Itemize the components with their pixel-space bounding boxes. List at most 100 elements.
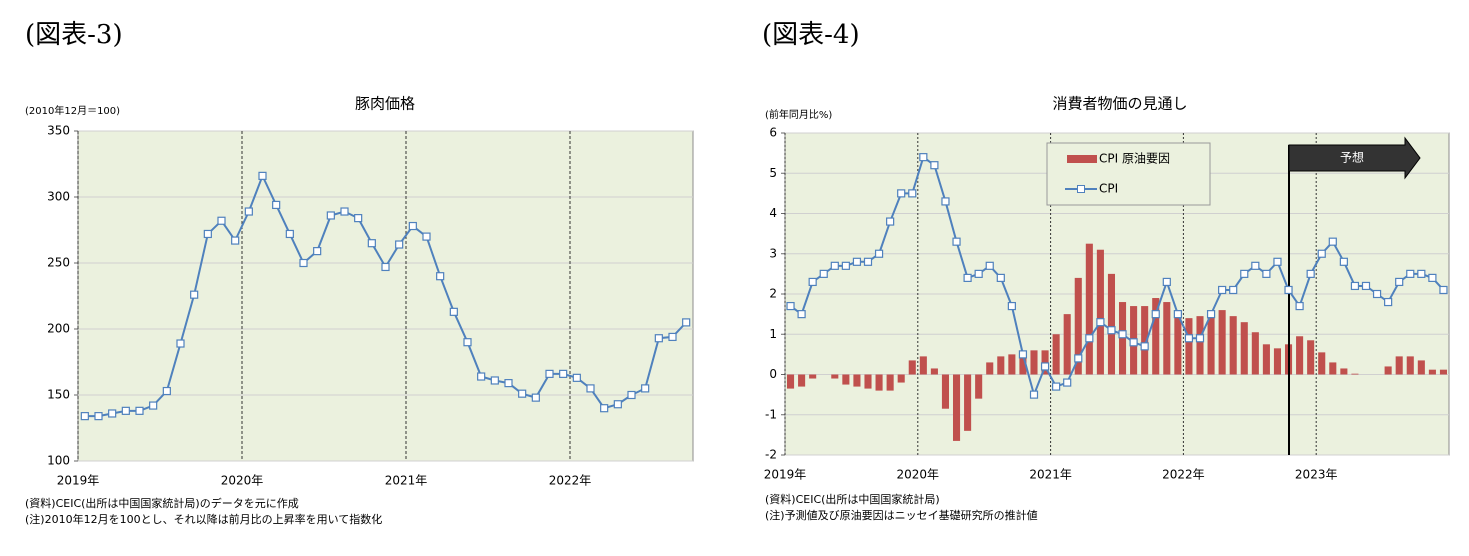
marker: [531, 393, 540, 402]
marker: [1040, 362, 1050, 371]
marker: [613, 400, 622, 409]
marker: [682, 318, 691, 327]
bar: [1074, 277, 1082, 375]
y-tick-label: 250: [47, 256, 70, 270]
marker: [1151, 310, 1160, 319]
forecast-arrow: [1288, 136, 1421, 180]
marker: [408, 221, 417, 231]
marker: [518, 389, 527, 398]
bar: [1262, 344, 1270, 375]
annotation: 予想: [1340, 150, 1364, 165]
marker: [1018, 350, 1028, 359]
marker: [80, 412, 89, 421]
marker: [1395, 277, 1404, 287]
marker: [1129, 338, 1138, 347]
figure-label: (図表-4): [762, 20, 860, 50]
marker: [203, 229, 212, 239]
chart-title: 豚肉価格: [355, 95, 415, 113]
marker: [819, 269, 828, 278]
marker: [285, 229, 294, 239]
marker: [231, 236, 240, 245]
marker: [1306, 269, 1315, 278]
bar: [1406, 356, 1414, 375]
marker: [367, 239, 376, 248]
marker: [952, 237, 961, 246]
x-tick-label: 2019年: [57, 474, 100, 488]
marker: [490, 376, 499, 385]
bar: [1428, 369, 1436, 375]
marker: [600, 404, 609, 413]
marker: [1417, 269, 1426, 278]
bar: [886, 374, 894, 391]
bar: [1340, 368, 1348, 375]
note: (資料)CEIC(出所は中国国家統計局)のデータを元に作成: [25, 496, 299, 510]
marker: [1195, 334, 1205, 343]
marker: [108, 409, 117, 418]
bar: [809, 374, 817, 379]
marker: [1240, 269, 1249, 278]
marker: [572, 373, 581, 382]
marker: [340, 207, 349, 216]
bar: [1439, 369, 1448, 375]
marker: [422, 232, 431, 241]
bar: [831, 374, 839, 379]
marker: [1096, 318, 1105, 327]
note: (注)2010年12月を100とし、それ以降は前月比の上昇率を用いて指数化: [25, 512, 382, 526]
marker: [1361, 281, 1371, 291]
bar: [875, 374, 883, 391]
marker: [1339, 257, 1348, 266]
marker: [908, 189, 917, 198]
bar: [908, 360, 916, 375]
bar: [997, 356, 1005, 375]
bar: [798, 374, 806, 387]
bar: [1417, 360, 1425, 375]
marker: [244, 207, 253, 216]
marker: [1085, 334, 1094, 343]
marker: [1284, 285, 1293, 295]
marker: [886, 217, 895, 226]
marker: [930, 161, 939, 170]
bar: [853, 374, 861, 387]
y-tick-label: 5: [769, 166, 777, 180]
marker: [1107, 326, 1116, 335]
marker: [121, 406, 130, 415]
marker: [1384, 297, 1393, 307]
marker: [996, 273, 1005, 282]
bar: [786, 374, 795, 389]
note: (注)予測値及び原油要因はニッセイ基礎研究所の推計値: [765, 508, 1038, 522]
marker: [504, 379, 513, 388]
x-tick-label: 2020年: [897, 468, 940, 482]
marker: [786, 301, 795, 311]
bar: [897, 374, 905, 383]
bar: [986, 362, 994, 375]
marker: [1251, 261, 1260, 270]
legend-swatch: [1067, 155, 1097, 163]
figure-label: (図表-3): [25, 20, 123, 50]
legend-marker: [1077, 185, 1085, 193]
bar: [941, 374, 950, 409]
marker: [627, 390, 636, 400]
chart-title: 消費者物価の見通し: [1052, 95, 1187, 113]
bar: [1085, 243, 1093, 375]
bar: [1174, 310, 1182, 375]
y-tick-label: 200: [47, 322, 70, 336]
marker: [1229, 285, 1238, 295]
bar: [1185, 318, 1193, 375]
marker: [641, 384, 650, 393]
marker: [852, 257, 862, 266]
legend-box: [1046, 142, 1211, 206]
y-tick-label: -2: [765, 448, 777, 462]
y-tick-label: 1: [769, 327, 777, 341]
marker: [299, 258, 308, 268]
marker: [797, 310, 806, 319]
marker: [1074, 354, 1083, 363]
marker: [963, 273, 972, 282]
marker: [1262, 269, 1271, 278]
marker: [1350, 281, 1360, 291]
marker: [381, 262, 390, 272]
bar: [1384, 366, 1392, 375]
bar: [1329, 362, 1337, 375]
bar: [964, 374, 972, 431]
bar: [1163, 302, 1171, 375]
